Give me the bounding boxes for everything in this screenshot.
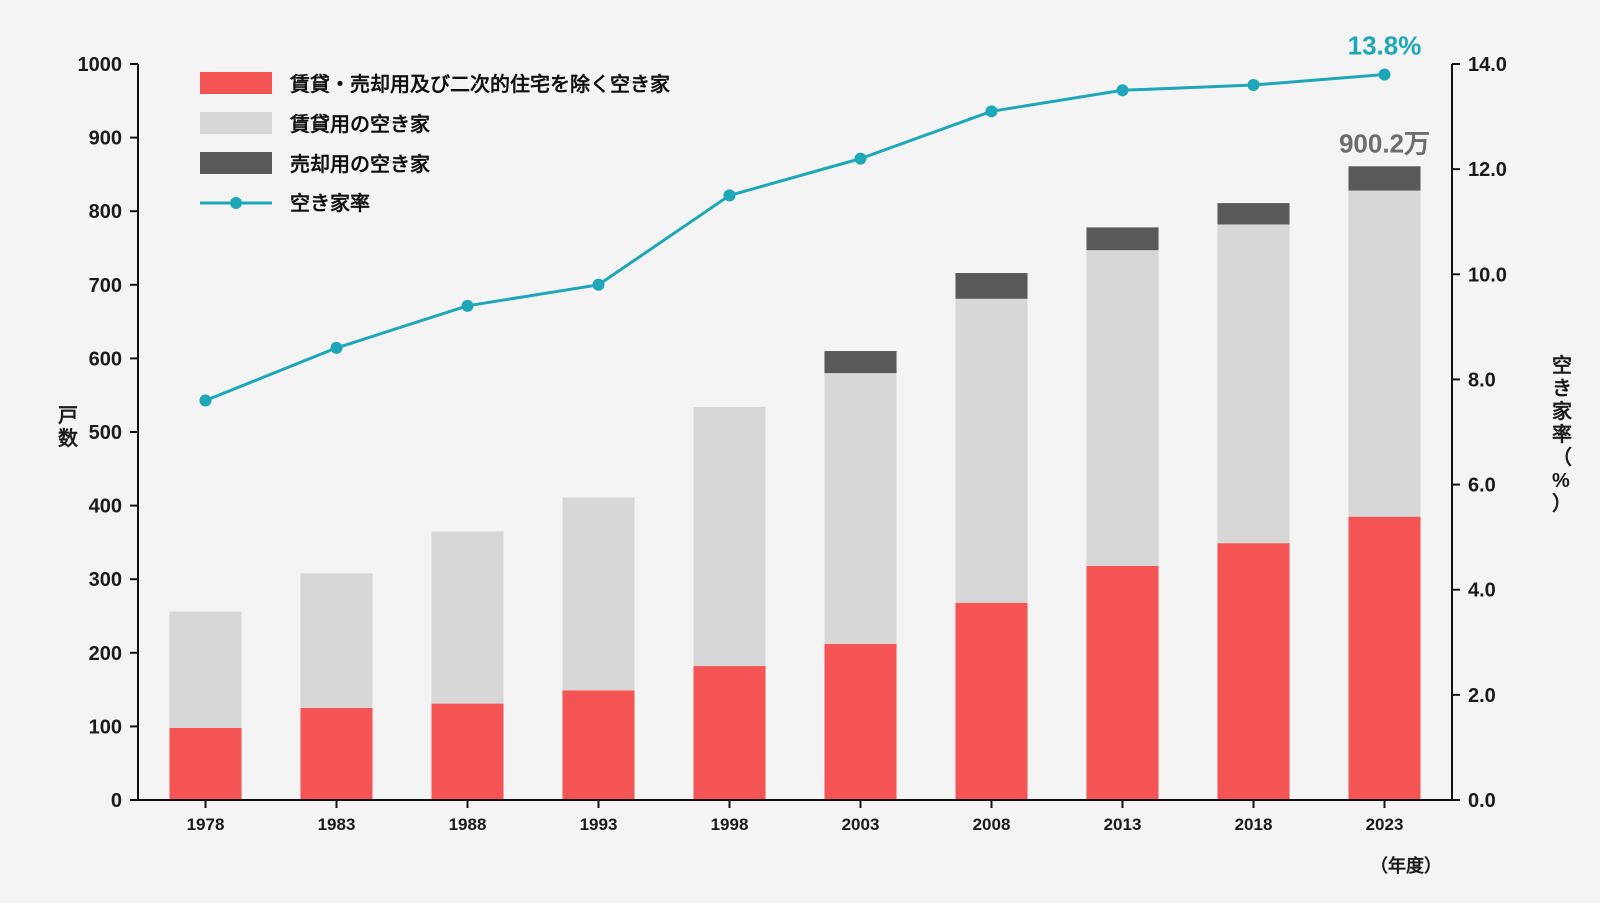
legend-swatch-other bbox=[200, 72, 272, 94]
y-right-tick-label: 0.0 bbox=[1468, 790, 1496, 812]
y-right-tick-label: 14.0 bbox=[1468, 54, 1507, 76]
x-tick-label: 2023 bbox=[1366, 815, 1404, 834]
bar-rental bbox=[955, 299, 1027, 603]
x-tick-label: 2003 bbox=[842, 815, 880, 834]
bar-other bbox=[300, 708, 372, 800]
bar-sale bbox=[1348, 166, 1420, 190]
x-tick-label: 1993 bbox=[580, 815, 618, 834]
y-left-tick-label: 900 bbox=[89, 128, 122, 150]
bar-other bbox=[562, 690, 634, 800]
y-left-tick-label: 100 bbox=[89, 716, 122, 738]
vacancy-chart: 0 100 200 300 400 500 600 700 800 900 1000 戸数 0.0 2.0… bbox=[0, 0, 1600, 903]
bar-sale bbox=[955, 273, 1027, 299]
legend-swatch-rental bbox=[200, 112, 272, 134]
y-left-tick-label: 1000 bbox=[78, 54, 123, 76]
bar-rental bbox=[693, 407, 765, 666]
rate-last-point-label: 13.8% bbox=[1348, 31, 1422, 61]
y-left-tick-label: 300 bbox=[89, 569, 122, 591]
legend-label-sale: 売却用の空き家 bbox=[290, 152, 431, 176]
bar-rental bbox=[431, 531, 503, 703]
legend-label-rate: 空き家率 bbox=[290, 191, 370, 215]
rate-line-marker bbox=[331, 342, 343, 354]
rate-line-marker bbox=[593, 279, 605, 291]
bar-other bbox=[169, 728, 241, 800]
last-bar-total-label: 900.2万 bbox=[1339, 128, 1430, 158]
bar-other bbox=[1086, 566, 1158, 800]
y-left-tick-label: 800 bbox=[89, 201, 122, 223]
bar-sale bbox=[824, 351, 896, 373]
bar-rental bbox=[1217, 224, 1289, 543]
x-tick-label: 2018 bbox=[1235, 815, 1273, 834]
bar-other bbox=[1217, 543, 1289, 800]
rate-line-marker bbox=[855, 153, 867, 165]
y-left-tick-label: 700 bbox=[89, 275, 122, 297]
y-left-tick-label: 500 bbox=[89, 422, 122, 444]
bar-sale bbox=[1086, 227, 1158, 250]
bar-rental bbox=[169, 612, 241, 728]
legend-marker-rate bbox=[230, 197, 242, 209]
y-left-tick-label: 400 bbox=[89, 496, 122, 518]
y-left-tick-label: 0 bbox=[111, 790, 122, 812]
y-right-tick-label: 6.0 bbox=[1468, 475, 1496, 497]
rate-line-marker bbox=[1248, 79, 1260, 91]
bar-rental bbox=[300, 573, 372, 708]
bar-rental bbox=[1086, 250, 1158, 566]
legend-label-rental: 賃貸用の空き家 bbox=[289, 112, 431, 136]
bar-rental bbox=[1348, 191, 1420, 517]
bar-other bbox=[431, 704, 503, 800]
rate-line-marker bbox=[1117, 84, 1129, 96]
rate-line-marker bbox=[200, 394, 212, 406]
x-tick-label: 2008 bbox=[973, 815, 1011, 834]
y-right-tick-label: 12.0 bbox=[1468, 159, 1507, 181]
x-axis-title: （年度） bbox=[1370, 855, 1442, 876]
x-tick-label: 1988 bbox=[449, 815, 487, 834]
y-right-tick-label: 4.0 bbox=[1468, 580, 1496, 602]
y-left-tick-label: 200 bbox=[89, 643, 122, 665]
y-right-tick-label: 10.0 bbox=[1468, 264, 1507, 286]
rate-line-marker bbox=[724, 189, 736, 201]
legend-label-other: 賃貸・売却用及び二次的住宅を除く空き家 bbox=[289, 72, 671, 96]
bar-rental bbox=[562, 498, 634, 691]
y-right-tick-label: 8.0 bbox=[1468, 369, 1496, 391]
x-tick-label: 1998 bbox=[711, 815, 749, 834]
rate-line-marker bbox=[986, 105, 998, 117]
y-right-tick-label: 2.0 bbox=[1468, 685, 1496, 707]
x-tick-label: 2013 bbox=[1104, 815, 1142, 834]
x-tick-label: 1983 bbox=[318, 815, 356, 834]
rate-line-marker bbox=[1379, 69, 1391, 81]
x-tick-label: 1978 bbox=[187, 815, 225, 834]
legend-swatch-sale bbox=[200, 152, 272, 174]
bar-other bbox=[1348, 517, 1420, 800]
bar-other bbox=[955, 603, 1027, 800]
y-left-axis-title: 戸数 bbox=[58, 405, 79, 450]
bar-rental bbox=[824, 373, 896, 644]
y-left-tick-label: 600 bbox=[89, 348, 122, 370]
bar-other bbox=[824, 644, 896, 800]
bar-other bbox=[693, 666, 765, 800]
bar-sale bbox=[1217, 203, 1289, 224]
rate-line-marker bbox=[462, 300, 474, 312]
